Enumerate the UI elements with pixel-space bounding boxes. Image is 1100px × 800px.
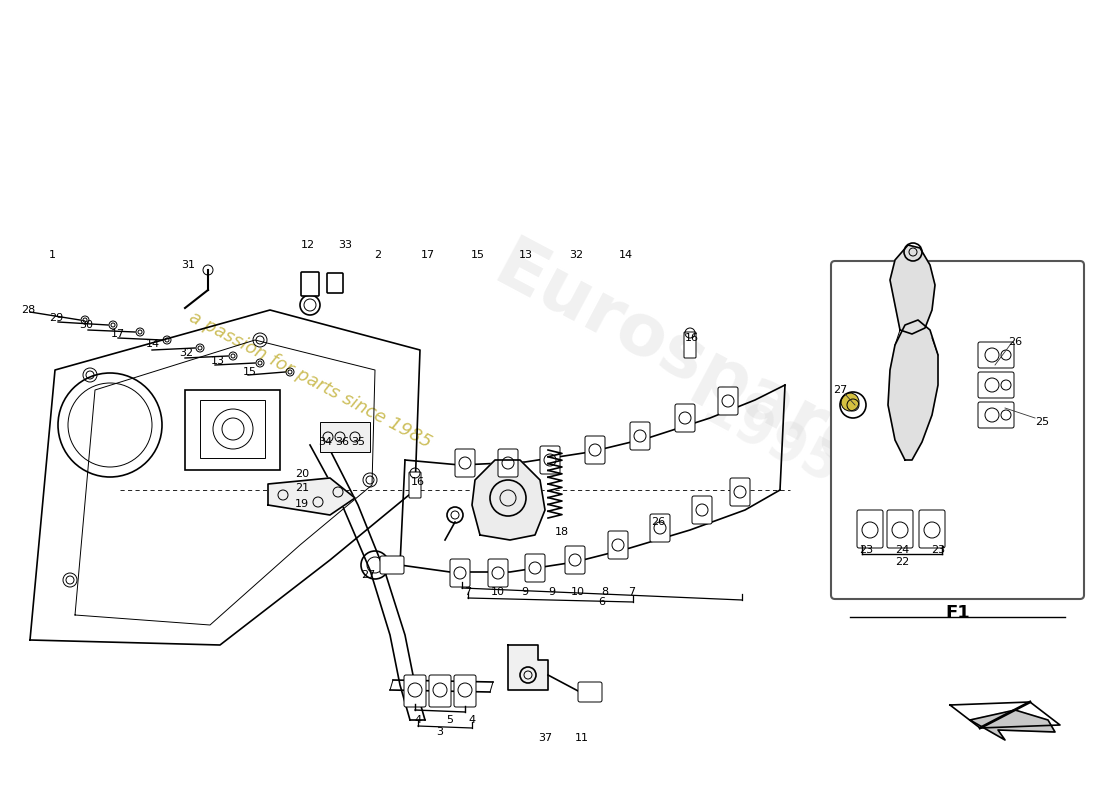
Text: 7: 7 [628,587,636,597]
Text: 16: 16 [685,333,698,343]
Text: 29: 29 [48,313,63,323]
Text: 26: 26 [1008,337,1022,347]
FancyBboxPatch shape [978,342,1014,368]
FancyBboxPatch shape [488,559,508,587]
Text: a passion for parts since 1985: a passion for parts since 1985 [186,308,434,452]
FancyBboxPatch shape [684,332,696,358]
Text: 22: 22 [895,557,909,567]
Text: 17: 17 [421,250,436,260]
Text: 19: 19 [295,499,309,509]
FancyBboxPatch shape [578,682,602,702]
FancyBboxPatch shape [630,422,650,450]
FancyBboxPatch shape [978,372,1014,398]
Text: 32: 32 [569,250,583,260]
Text: Eurospares: Eurospares [482,232,918,508]
FancyBboxPatch shape [455,449,475,477]
Text: 6: 6 [598,597,605,607]
FancyBboxPatch shape [692,496,712,524]
FancyBboxPatch shape [675,404,695,432]
Text: 23: 23 [931,545,945,555]
Text: 3: 3 [437,727,443,737]
Polygon shape [268,478,355,515]
Text: 34: 34 [318,437,332,447]
FancyBboxPatch shape [918,510,945,548]
Text: 17: 17 [111,329,125,339]
Text: 30: 30 [79,320,94,330]
Text: 8: 8 [602,587,608,597]
Bar [185,390,280,470]
Text: 9: 9 [549,587,556,597]
FancyBboxPatch shape [540,446,560,474]
Text: 27: 27 [833,385,847,395]
Bar [320,422,370,452]
Text: 1: 1 [48,250,55,260]
Text: 32: 32 [179,348,194,358]
Text: 23: 23 [859,545,873,555]
Text: 24: 24 [895,545,909,555]
FancyBboxPatch shape [379,556,404,574]
FancyBboxPatch shape [498,449,518,477]
FancyBboxPatch shape [830,261,1084,599]
Text: 33: 33 [338,240,352,250]
FancyBboxPatch shape [565,546,585,574]
Polygon shape [472,460,544,540]
Text: 4: 4 [469,715,475,725]
Polygon shape [890,245,935,334]
FancyBboxPatch shape [301,272,319,296]
Text: 21: 21 [295,483,309,493]
Text: 10: 10 [571,587,585,597]
Text: F1: F1 [945,604,970,622]
FancyBboxPatch shape [327,273,343,293]
Text: 18: 18 [554,527,569,537]
Text: 20: 20 [295,469,309,479]
Text: 12: 12 [301,240,315,250]
FancyBboxPatch shape [650,514,670,542]
Text: 26: 26 [651,517,666,527]
Text: 1995: 1995 [693,382,847,498]
FancyBboxPatch shape [525,554,544,582]
FancyBboxPatch shape [404,675,426,707]
Bar [200,400,265,458]
FancyBboxPatch shape [608,531,628,559]
FancyBboxPatch shape [429,675,451,707]
Text: 9: 9 [521,587,529,597]
Polygon shape [508,645,548,690]
FancyBboxPatch shape [730,478,750,506]
Text: 16: 16 [411,477,425,487]
Text: 13: 13 [211,356,226,366]
Text: 7: 7 [464,587,472,597]
Text: 2: 2 [374,250,382,260]
Circle shape [842,393,859,411]
FancyBboxPatch shape [585,436,605,464]
Text: 10: 10 [491,587,505,597]
FancyBboxPatch shape [450,559,470,587]
Text: 27: 27 [361,570,375,580]
FancyBboxPatch shape [454,675,476,707]
Text: 15: 15 [471,250,485,260]
Text: 25: 25 [1035,417,1049,427]
Polygon shape [888,320,938,460]
Text: 14: 14 [146,339,161,349]
Text: 11: 11 [575,733,589,743]
Text: 37: 37 [538,733,552,743]
Text: 28: 28 [21,305,35,315]
Text: 31: 31 [182,260,195,270]
Text: 14: 14 [619,250,634,260]
FancyBboxPatch shape [887,510,913,548]
Text: 13: 13 [519,250,534,260]
FancyBboxPatch shape [857,510,883,548]
Text: 15: 15 [243,367,257,377]
FancyBboxPatch shape [409,472,421,498]
Text: 5: 5 [447,715,453,725]
Text: 36: 36 [336,437,349,447]
Polygon shape [970,710,1055,740]
FancyBboxPatch shape [978,402,1014,428]
Text: 35: 35 [351,437,365,447]
Text: 4: 4 [415,715,421,725]
FancyBboxPatch shape [718,387,738,415]
